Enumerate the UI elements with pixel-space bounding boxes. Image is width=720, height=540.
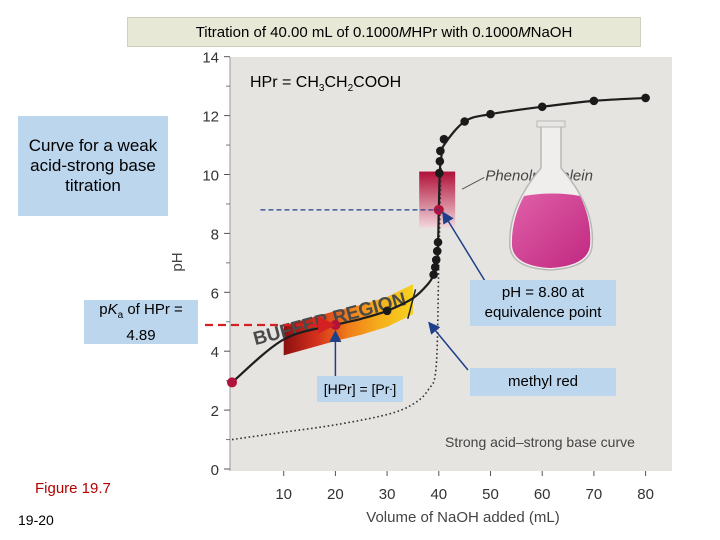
y-tick-label: 0 bbox=[211, 462, 219, 479]
buffer-region-band bbox=[283, 284, 413, 356]
data-point bbox=[436, 146, 445, 156]
title-part3: NaOH bbox=[530, 23, 573, 41]
methyl-red-arrow bbox=[428, 321, 469, 371]
title-part1: Titration of 40.00 mL of 0.1000 bbox=[195, 23, 399, 41]
plot-background bbox=[230, 57, 672, 471]
y-axis-label: pH bbox=[169, 252, 186, 271]
data-point bbox=[433, 237, 443, 247]
equivalence-point-label-box: pH = 8.80 at equivalence point bbox=[470, 280, 616, 326]
data-point bbox=[486, 109, 495, 119]
data-point bbox=[537, 102, 547, 112]
data-point bbox=[439, 134, 449, 144]
pka-suffix: of HPr = 4.89 bbox=[123, 301, 183, 344]
formula-sub1: 3 bbox=[318, 83, 325, 95]
data-point bbox=[382, 306, 392, 316]
title-molar2: M bbox=[518, 23, 531, 41]
x-tick-label: 40 bbox=[430, 486, 447, 503]
formula-part1: HPr = CH bbox=[250, 74, 319, 91]
x-tick-label: 10 bbox=[275, 486, 292, 503]
data-point bbox=[432, 246, 442, 256]
pka-label-box: pKa of HPr = 4.89 bbox=[84, 300, 198, 344]
x-axis-label: Volume of NaOH added (mL) bbox=[366, 509, 559, 526]
data-point bbox=[435, 156, 445, 166]
x-tick-label: 60 bbox=[534, 486, 551, 503]
equivalence-arrow bbox=[442, 211, 486, 282]
x-tick-label: 20 bbox=[327, 486, 344, 503]
data-point bbox=[460, 117, 469, 126]
half-eq-close: ] bbox=[392, 381, 397, 397]
y-tick-label: 8 bbox=[211, 226, 219, 243]
x-tick-label: 30 bbox=[379, 486, 396, 503]
equivalence-point-text: pH = 8.80 at equivalence point bbox=[484, 284, 602, 321]
y-tick-label: 6 bbox=[211, 285, 219, 302]
data-point bbox=[641, 93, 650, 103]
half-eq-text: [HPr] = [Pr bbox=[323, 381, 390, 397]
formula-sub2: 2 bbox=[347, 83, 354, 95]
half-equivalence-label-box: [HPr] = [Pr -] bbox=[317, 376, 403, 402]
y-tick-label: 12 bbox=[202, 109, 219, 126]
slide-number: 19-20 bbox=[18, 512, 54, 528]
x-tick-label: 50 bbox=[482, 486, 499, 503]
title-molar1: M bbox=[398, 23, 412, 41]
formula-part3: COOH bbox=[353, 74, 402, 91]
curve-description-box: Curve for a weak acid-strong base titrat… bbox=[18, 116, 168, 216]
pka-k: K bbox=[107, 301, 118, 318]
strong-acid-curve-label: Strong acid–strong base curve bbox=[445, 434, 635, 450]
x-tick-label: 80 bbox=[637, 486, 654, 503]
half-eq-sup: - bbox=[389, 384, 393, 394]
chart-title: Titration of 40.00 mL of 0.1000 M HPr wi… bbox=[127, 17, 641, 47]
flask-liquid bbox=[511, 193, 591, 268]
highlight-point bbox=[227, 377, 237, 388]
methyl-red-label-box: methyl red bbox=[470, 368, 616, 396]
y-tick-label: 4 bbox=[211, 344, 219, 361]
pka-sub: a bbox=[117, 310, 124, 321]
y-tick-label: 10 bbox=[202, 168, 219, 185]
y-tick-label: 2 bbox=[211, 403, 219, 420]
formula-part2: CH bbox=[324, 74, 348, 91]
data-point bbox=[589, 96, 599, 106]
data-point bbox=[431, 255, 441, 265]
figure-label: Figure 19.7 bbox=[35, 480, 111, 497]
buffer-region-end-mark bbox=[407, 289, 417, 319]
y-tick-label: 14 bbox=[202, 50, 219, 67]
data-point bbox=[430, 262, 440, 272]
data-point bbox=[435, 168, 444, 178]
phenolphthalein-range-bar bbox=[419, 171, 456, 228]
highlight-point bbox=[330, 319, 341, 330]
phenolphthalein-leader bbox=[461, 177, 485, 190]
flask-rim bbox=[536, 120, 566, 128]
x-tick-label: 70 bbox=[586, 486, 603, 503]
hpr-formula: HPr = CH3CH2COOH bbox=[250, 74, 401, 94]
data-point bbox=[429, 270, 438, 279]
curve-description-text: Curve for a weak acid-strong base titrat… bbox=[28, 136, 158, 195]
methyl-red-text: methyl red bbox=[507, 373, 579, 390]
flask-illustration bbox=[509, 120, 594, 271]
title-part2: HPr with 0.1000 bbox=[411, 23, 519, 41]
pka-prefix: p bbox=[99, 301, 108, 318]
